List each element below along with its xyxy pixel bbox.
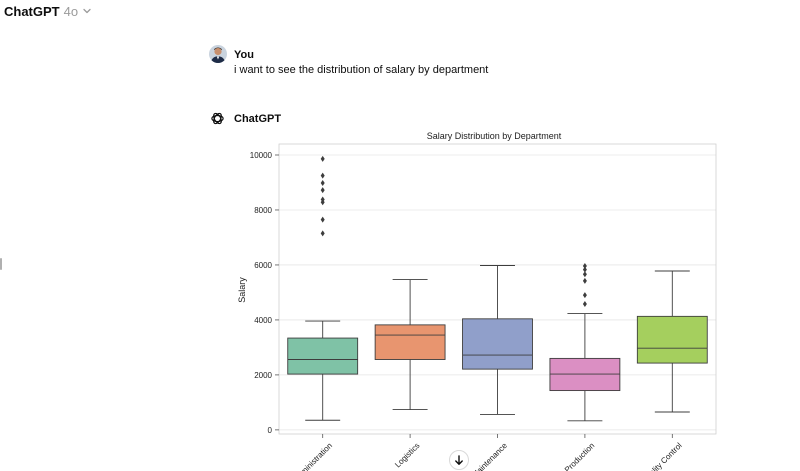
y-axis-label: Salary bbox=[237, 277, 247, 303]
app-title[interactable]: ChatGPT bbox=[4, 3, 60, 19]
y-tick-label: 6000 bbox=[254, 261, 272, 270]
outlier-point bbox=[320, 187, 325, 194]
box-production bbox=[549, 263, 621, 422]
outlier-point bbox=[320, 180, 325, 187]
outlier-point bbox=[582, 271, 587, 278]
box-maintenance bbox=[462, 265, 533, 415]
avatar bbox=[209, 45, 227, 63]
box-quality-control bbox=[636, 270, 708, 413]
outlier-point bbox=[582, 266, 587, 273]
x-tick-label: ality Control bbox=[647, 441, 683, 471]
user-name: You bbox=[234, 49, 254, 61]
box-iqr bbox=[462, 318, 533, 370]
scroll-down-button[interactable] bbox=[449, 450, 469, 470]
x-tick-label: laintenance bbox=[474, 441, 510, 471]
box-iqr bbox=[636, 315, 708, 364]
x-tick-label: Logistics bbox=[393, 441, 421, 469]
box-administration bbox=[287, 155, 359, 421]
box-iqr bbox=[287, 337, 359, 375]
y-tick-label: 2000 bbox=[254, 371, 272, 380]
salary-boxplot-chart: Salary Distribution by Department Salary… bbox=[237, 131, 717, 471]
user-message: i want to see the distribution of salary… bbox=[234, 64, 489, 76]
y-tick-label: 4000 bbox=[254, 316, 272, 325]
openai-logo-icon bbox=[211, 112, 224, 125]
assistant-name: ChatGPT bbox=[234, 113, 282, 125]
chevron-down-icon[interactable] bbox=[82, 6, 92, 16]
y-tick-label: 10000 bbox=[250, 151, 273, 160]
outlier-point bbox=[582, 263, 587, 270]
x-tick-label: Production bbox=[563, 441, 596, 471]
outlier-point bbox=[582, 292, 587, 299]
arrow-down-icon bbox=[455, 454, 463, 465]
top-bar: ChatGPT 4o bbox=[0, 0, 92, 22]
outlier-point bbox=[320, 230, 325, 237]
model-selector[interactable]: 4o bbox=[63, 3, 79, 19]
outlier-point bbox=[320, 172, 325, 179]
outlier-point bbox=[320, 196, 325, 203]
outlier-point bbox=[582, 277, 587, 284]
chart-title: Salary Distribution by Department bbox=[427, 131, 562, 141]
x-tick-label: ministration bbox=[299, 441, 334, 471]
y-tick-label: 0 bbox=[268, 426, 273, 435]
box-iqr bbox=[374, 324, 446, 360]
outlier-point bbox=[320, 155, 325, 162]
outlier-point bbox=[320, 216, 325, 223]
y-tick-label: 8000 bbox=[254, 206, 272, 215]
sidebar-toggle-handle[interactable] bbox=[0, 258, 2, 270]
outlier-point bbox=[582, 300, 587, 307]
box-logistics bbox=[374, 279, 446, 410]
